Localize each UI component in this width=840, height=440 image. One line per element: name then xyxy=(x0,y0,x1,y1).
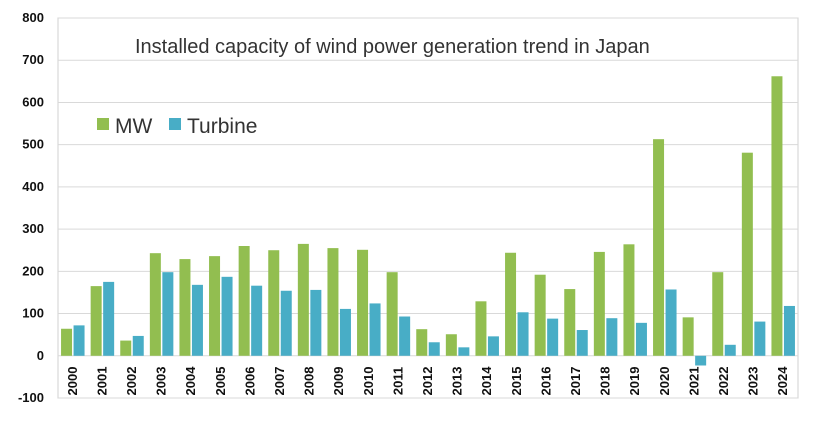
bar-turbine-2011 xyxy=(399,316,411,356)
bar-turbine-2009 xyxy=(339,308,351,356)
y-tick-label: 600 xyxy=(22,94,44,109)
bar-mw-2009 xyxy=(327,248,339,356)
bar-turbine-2000 xyxy=(73,325,85,356)
y-axis: -100 0 100 200 300 400 500 600 700 800 xyxy=(18,10,44,405)
bar-turbine-2019 xyxy=(635,322,647,356)
bar-turbine-2014 xyxy=(487,336,499,356)
y-tick-label: 700 xyxy=(22,52,44,67)
bar-mw-2012 xyxy=(416,329,428,356)
legend-label-mw: MW xyxy=(115,115,152,138)
bar-turbine-2018 xyxy=(606,318,618,356)
bar-mw-2019 xyxy=(623,244,635,356)
bar-turbine-2012 xyxy=(428,342,440,356)
legend-label-turbine: Turbine xyxy=(187,115,257,138)
x-tick-label: 2011 xyxy=(390,367,405,395)
bar-mw-2006 xyxy=(238,246,250,356)
bar-mw-2013 xyxy=(445,334,457,356)
bar-mw-2016 xyxy=(534,274,546,356)
legend-swatch-mw xyxy=(97,118,109,130)
bar-turbine-2007 xyxy=(280,290,292,356)
x-tick-label: 2001 xyxy=(94,367,109,396)
bar-mw-2002 xyxy=(120,340,132,356)
x-tick-label: 2023 xyxy=(746,367,761,396)
bar-mw-2014 xyxy=(475,301,487,356)
bar-turbine-2023 xyxy=(754,321,766,356)
x-tick-label: 2021 xyxy=(686,367,701,396)
x-tick-label: 2020 xyxy=(657,367,672,396)
x-tick-label: 2013 xyxy=(450,367,465,396)
bar-mw-2000 xyxy=(61,328,73,356)
x-tick-label: 2000 xyxy=(65,367,80,396)
bar-mw-2017 xyxy=(564,289,576,356)
bar-mw-2004 xyxy=(179,259,191,356)
x-axis: 2000 2001 2002 2003 2004 2005 2006 2007 2008 2009… xyxy=(65,366,790,396)
x-tick-label: 2004 xyxy=(183,366,198,396)
bar-mw-2015 xyxy=(505,252,517,356)
y-tick-label: 500 xyxy=(22,137,44,152)
bar-mw-2018 xyxy=(593,251,605,356)
x-tick-label: 2014 xyxy=(479,366,494,396)
bar-mw-2003 xyxy=(149,253,161,356)
bar-turbine-2017 xyxy=(576,330,588,356)
bar-mw-2024 xyxy=(771,76,783,356)
bar-turbine-2021 xyxy=(695,355,707,366)
chart-title: Installed capacity of wind power generat… xyxy=(135,36,650,58)
x-tick-label: 2010 xyxy=(361,367,376,396)
y-tick-label: 800 xyxy=(22,10,44,25)
y-tick-label: 0 xyxy=(37,348,44,363)
bar-mw-2020 xyxy=(653,139,665,356)
x-tick-label: 2024 xyxy=(775,366,790,396)
bar-turbine-2015 xyxy=(517,312,529,356)
bar-turbine-2022 xyxy=(724,344,736,356)
bar-turbine-2013 xyxy=(458,347,470,356)
y-tick-label: 300 xyxy=(22,221,44,236)
legend: MW Turbine xyxy=(97,115,257,138)
bar-turbine-2020 xyxy=(665,289,677,356)
bar-mw-2021 xyxy=(682,317,694,356)
bar-mw-2011 xyxy=(386,272,398,356)
bar-mw-2001 xyxy=(90,286,102,356)
bar-turbine-2008 xyxy=(310,289,322,356)
bar-turbine-2004 xyxy=(191,284,203,356)
bar-turbine-2024 xyxy=(783,305,795,356)
bar-turbine-2002 xyxy=(132,335,144,356)
x-tick-label: 2007 xyxy=(272,367,287,396)
x-tick-label: 2005 xyxy=(213,367,228,396)
y-tick-label: 200 xyxy=(22,263,44,278)
y-tick-label: 100 xyxy=(22,306,44,321)
bar-turbine-2006 xyxy=(251,285,263,356)
bar-turbine-2005 xyxy=(221,276,233,356)
x-tick-label: 2016 xyxy=(538,367,553,396)
bar-mw-2010 xyxy=(357,249,369,356)
x-tick-label: 2018 xyxy=(598,367,613,396)
bar-turbine-2003 xyxy=(162,272,174,356)
x-tick-label: 2009 xyxy=(331,367,346,396)
bar-mw-2008 xyxy=(297,243,309,356)
x-tick-label: 2019 xyxy=(627,367,642,396)
bar-mw-2022 xyxy=(712,272,724,356)
bar-mw-2007 xyxy=(268,250,280,356)
bar-turbine-2001 xyxy=(103,281,115,356)
x-tick-label: 2003 xyxy=(154,367,169,396)
bar-turbine-2016 xyxy=(547,318,559,356)
bars xyxy=(61,76,795,366)
x-tick-label: 2008 xyxy=(302,367,317,396)
x-tick-label: 2017 xyxy=(568,367,583,396)
y-tick-label: 400 xyxy=(22,179,44,194)
x-tick-label: 2002 xyxy=(124,367,139,396)
legend-swatch-turbine xyxy=(169,118,181,130)
x-tick-label: 2015 xyxy=(509,367,524,396)
y-tick-label: -100 xyxy=(18,390,44,405)
x-tick-label: 2012 xyxy=(420,367,435,396)
x-tick-label: 2006 xyxy=(242,367,257,396)
x-tick-label: 2022 xyxy=(716,367,731,396)
bar-mw-2005 xyxy=(209,256,221,356)
bar-turbine-2010 xyxy=(369,303,381,356)
bar-mw-2023 xyxy=(741,152,753,356)
